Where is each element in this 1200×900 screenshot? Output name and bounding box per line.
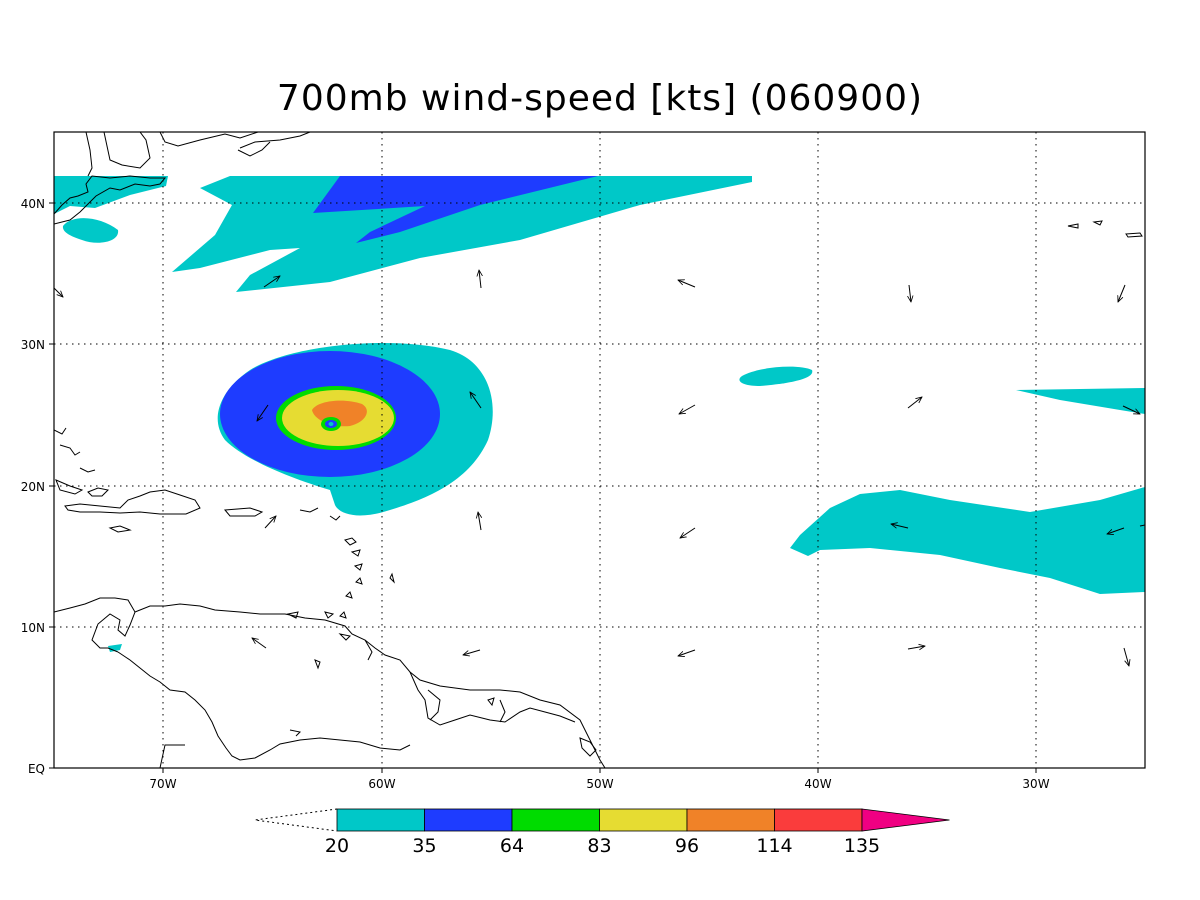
arrow-icon [263,276,280,288]
colorbar-lower-open-end [254,808,338,832]
colorbar-swatch [774,808,863,832]
hurricane-eye-center [328,422,334,426]
grid-lines [54,132,1145,768]
wind-speed-shading [54,176,1145,652]
arrow-icon [1107,527,1125,534]
east-band-upper-20kt [1016,388,1145,414]
arrow-icon [478,512,481,531]
arrow-icon [1123,647,1129,666]
colorbar-swatch [511,808,600,832]
colorbar-legend: 20 35 64 83 96 114 135 [254,808,950,857]
arrow-icon [907,646,925,649]
y-tick-label: 30N [21,338,45,352]
arrow-icon [252,638,267,649]
colorbar-threshold-label: 114 [756,835,792,857]
arrow-icon [909,284,911,302]
arrow-icon [1139,524,1146,527]
colorbar-swatch [424,808,513,832]
colorbar-swatch [861,808,950,832]
y-tick-label: 10N [21,621,45,635]
jet-core-35kt [313,176,598,243]
y-tick-label: 20N [21,480,45,494]
colorbar-threshold-label: 20 [325,835,349,857]
arrow-icon [257,404,269,421]
patch-panama-20kt [108,644,122,652]
x-tick-label: 50W [586,777,613,791]
arrow-icon [463,649,481,655]
colorbar-threshold-label: 83 [587,835,611,857]
arrow-icon [1122,405,1140,415]
colorbar-threshold-label: 35 [412,835,436,857]
arrow-icon [679,404,696,414]
y-tick-label: EQ [28,762,45,776]
wind-vectors [53,270,1146,666]
arrow-icon [479,270,481,289]
page-title: 700mb wind-speed [kts] (060900) [276,78,924,119]
colorbar-threshold-label: 64 [500,835,524,857]
arrow-icon [470,392,482,409]
x-tick-label: 40W [804,777,831,791]
arrow-icon [1118,284,1126,302]
arrow-icon [891,524,909,528]
x-tick-label: 70W [149,777,176,791]
y-axis-labels: 40N 30N 20N 10N EQ [21,197,45,776]
jet-band-20kt [172,176,752,292]
arrow-icon [680,527,696,538]
y-tick-marks [49,202,54,769]
colorbar-swatch [686,808,775,832]
colorbar-swatch [599,808,688,832]
arrow-icon [264,516,276,529]
x-tick-label: 30W [1022,777,1049,791]
east-band-lower-20kt [790,487,1145,594]
colorbar-swatch [336,808,425,832]
x-tick-label: 60W [368,777,395,791]
coastlines [54,132,1143,768]
small-patch-20kt [62,218,119,243]
x-axis-labels: 70W 60W 50W 40W 30W [149,777,1049,791]
arrow-icon [678,280,696,288]
arrow-icon [53,287,63,297]
x-tick-marks [162,768,1037,773]
y-tick-label: 40N [21,197,45,211]
patch-mid-atlantic-20kt [739,366,813,386]
colorbar-threshold-label: 135 [844,835,880,857]
arrow-icon [678,649,696,656]
arrow-icon [907,397,922,409]
coast-band-20kt [54,176,168,214]
colorbar-threshold-label: 96 [675,835,699,857]
